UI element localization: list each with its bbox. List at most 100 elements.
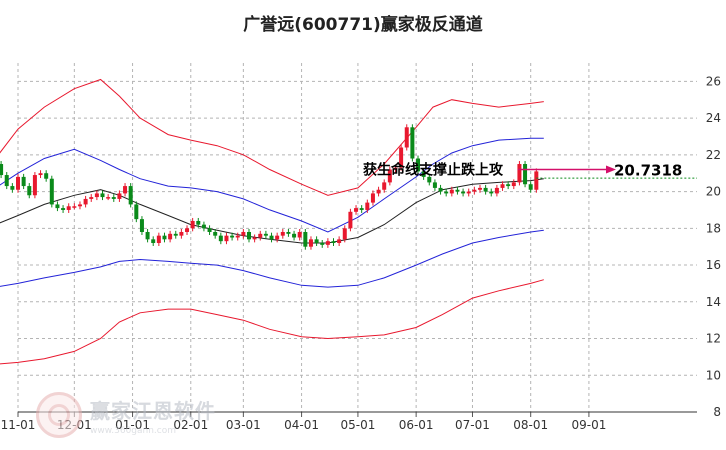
candle [111, 194, 116, 202]
candle-body [32, 175, 37, 196]
y-tick-label: 20 [706, 185, 721, 199]
candle [370, 190, 375, 206]
candle [38, 170, 43, 179]
candle [472, 186, 477, 195]
candle-body [173, 233, 178, 236]
candle-body [303, 231, 308, 247]
candle [77, 201, 82, 210]
candle [314, 236, 319, 247]
candle [308, 236, 313, 250]
candle-body [427, 176, 432, 183]
y-tick-label: 26 [706, 74, 721, 88]
band-outer-lower [0, 279, 544, 365]
axes: 11-0112-0101-0102-0103-0104-0105-0106-01… [1, 74, 721, 432]
candle [387, 166, 392, 186]
channel-bands [0, 78, 544, 365]
chart-title: 广誉远(600771)赢家极反通道 [243, 15, 483, 35]
candle-body [123, 186, 128, 194]
candle [444, 188, 449, 197]
band-inner-lower [0, 229, 544, 288]
candle [207, 225, 212, 235]
candle-body [511, 182, 516, 187]
candle-body [230, 235, 235, 238]
y-tick-label: 16 [706, 258, 721, 272]
y-tick-label: 22 [706, 148, 721, 162]
candle-body [179, 231, 184, 236]
candle-body [292, 233, 297, 238]
candle [376, 186, 381, 197]
candle-body [382, 182, 387, 190]
candle-body [432, 182, 437, 188]
candle-body [449, 189, 454, 194]
candle [224, 232, 229, 245]
arrow-head [606, 165, 616, 174]
candle-body [66, 206, 71, 210]
candle [337, 236, 342, 247]
x-tick-label: 05-01 [340, 418, 375, 432]
candle [517, 161, 522, 186]
candle-body [27, 186, 32, 196]
candle-body [49, 178, 54, 205]
candle [534, 168, 539, 193]
candle-body [117, 193, 122, 199]
candle-body [500, 184, 505, 188]
candle [151, 236, 156, 247]
candle [382, 179, 387, 193]
candle-body [387, 169, 392, 183]
y-tick-label: 18 [706, 221, 721, 235]
candle-body [4, 175, 9, 187]
candle [511, 179, 516, 190]
candle [72, 203, 77, 210]
candle-body [241, 231, 246, 236]
candle [528, 181, 533, 193]
candle-body [472, 189, 477, 192]
candle [477, 184, 482, 193]
candle [438, 184, 443, 195]
candle-body [416, 158, 421, 172]
candle [201, 221, 206, 232]
candle [483, 184, 488, 195]
candle [27, 183, 32, 199]
y-tick-label: 12 [706, 332, 721, 346]
x-tick-label: 08-01 [513, 418, 548, 432]
candle-body [275, 235, 280, 240]
candle [21, 173, 26, 190]
candle-body [466, 191, 471, 194]
candle-body [359, 208, 364, 210]
candle [106, 194, 111, 201]
candle [494, 184, 499, 197]
candle [10, 183, 15, 193]
candle [303, 228, 308, 250]
watermark-name: 赢家江恩软件 [90, 398, 216, 423]
candle [500, 181, 505, 191]
candle [83, 195, 88, 208]
candle [123, 183, 128, 197]
candle [185, 225, 190, 235]
candle [94, 190, 99, 201]
candle [241, 228, 246, 239]
candle [162, 232, 167, 243]
candle-body [55, 204, 60, 209]
candle [449, 186, 454, 197]
candle [168, 230, 173, 243]
annotation: 获生命线支撑止跌上攻 20.7318 [363, 162, 697, 180]
candle-body [207, 228, 212, 232]
watermark-url: www.360gann.com [90, 425, 177, 436]
candle-body [21, 176, 26, 187]
candle [100, 190, 105, 201]
candle-body [376, 189, 381, 194]
band-outer-upper [0, 78, 544, 196]
candle [258, 230, 263, 241]
candle-body [399, 147, 404, 168]
candle [139, 216, 144, 235]
candle-body [111, 197, 116, 199]
candle [421, 168, 426, 180]
candle [348, 208, 353, 232]
candle-body [308, 239, 313, 247]
x-tick-label: 07-01 [455, 418, 490, 432]
candle-body [410, 127, 415, 159]
candle-body [128, 186, 133, 205]
candle-body [320, 243, 325, 245]
candle-body [252, 237, 257, 240]
candle [44, 170, 49, 182]
